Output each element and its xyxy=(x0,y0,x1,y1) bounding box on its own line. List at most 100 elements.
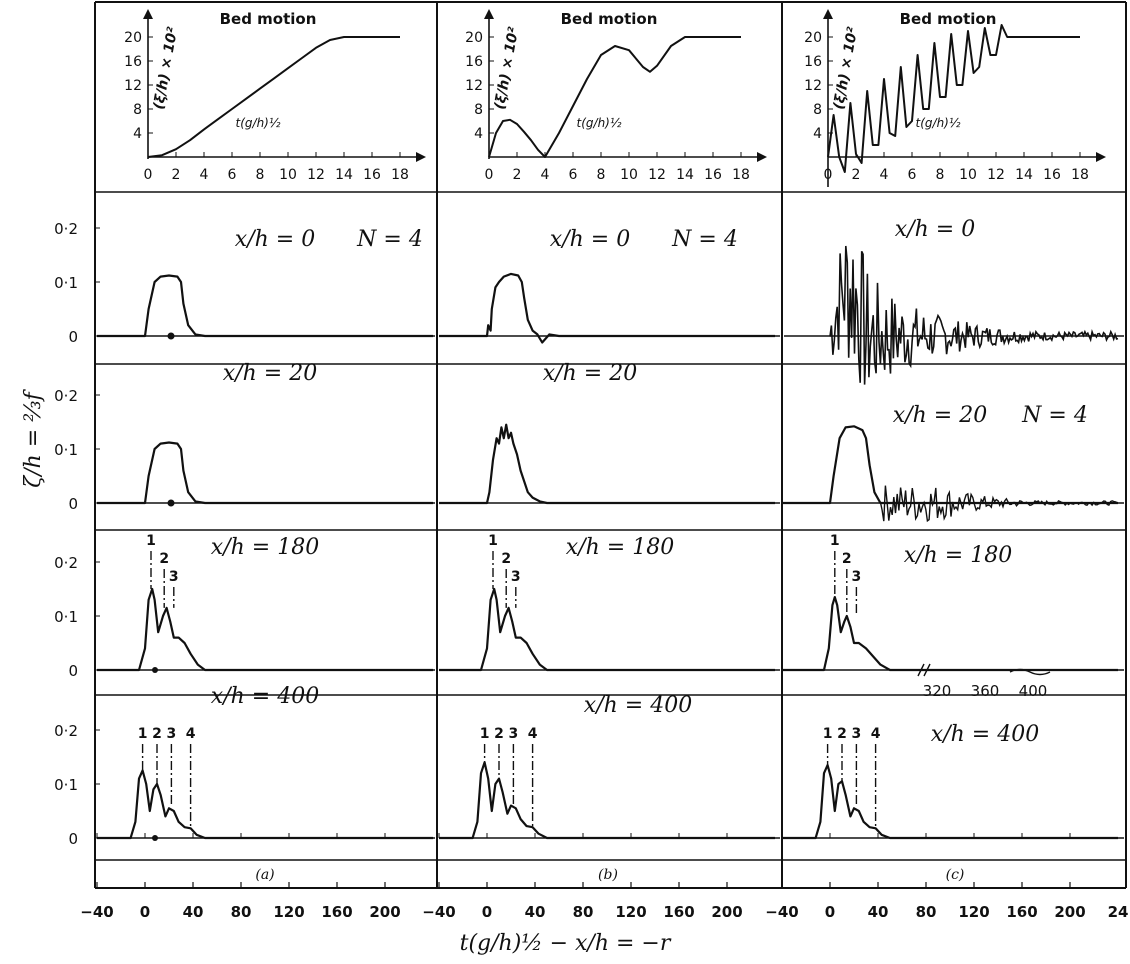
bottom-x-tick-label: 80 xyxy=(231,903,252,921)
wave-curve xyxy=(97,587,433,672)
x-tick-label: 12 xyxy=(648,167,666,183)
bottom-x-tick-label: 200 xyxy=(369,903,400,921)
row-label: x/h = 180 xyxy=(566,535,674,560)
bottom-x-tick-label: −40 xyxy=(422,903,455,921)
bed-motion-curve xyxy=(488,36,741,158)
inset-x-tick-label: 320 xyxy=(923,682,952,700)
y-tick-label: 8 xyxy=(133,102,142,118)
x-tick-label: 16 xyxy=(363,167,381,183)
row-label: x/h = 180 xyxy=(904,543,1012,568)
peak-label: 2 xyxy=(842,551,852,567)
x-tick-label: 10 xyxy=(279,167,297,183)
peak-label: 3 xyxy=(511,569,521,585)
bottom-x-tick-label: 0 xyxy=(140,903,150,921)
wave-curve xyxy=(782,425,1118,505)
panel-letter: (b) xyxy=(598,867,618,883)
panel-letter: (a) xyxy=(255,867,274,883)
x-tick-label: 8 xyxy=(936,167,945,183)
bottom-x-tick-label: 80 xyxy=(573,903,594,921)
bottom-x-tick-label: 120 xyxy=(273,903,304,921)
row-label: x/h = 400 xyxy=(211,684,319,709)
x-tick-label: 2 xyxy=(852,167,861,183)
y-tick-label: 4 xyxy=(474,126,483,142)
row-label: x/h = 20 xyxy=(223,361,317,386)
bed-motion-a: Bed motion 0 2 4 6 8 10 12 14 16 18 4 8 12 16 20 (ξ/h) ×… xyxy=(124,9,426,183)
bed-motion-ylabel: (ξ/h) × 10² xyxy=(831,25,861,111)
bed-motion-xlabel: t(g/h)½ xyxy=(236,116,281,130)
bottom-x-tick-label: 120 xyxy=(958,903,989,921)
y-tick-label: 0 xyxy=(68,328,78,346)
x-tick-label: 10 xyxy=(620,167,638,183)
y-tick-label: 16 xyxy=(124,54,142,70)
y-tick-label: 12 xyxy=(124,78,142,94)
y-tick-label: 20 xyxy=(465,30,483,46)
y-tick-label: 0·2 xyxy=(54,220,78,238)
wave-panels: 0 0·1 0·2 0 0·1 0·2 0 0·1 0·2 0 0·1 0·2 x/h = 0 N = 4… xyxy=(54,217,1128,921)
bed-motion-title: Bed motion xyxy=(900,10,997,28)
x-tick-label: 14 xyxy=(1015,167,1033,183)
bottom-x-tick-label: −40 xyxy=(765,903,798,921)
x-tick-label: 8 xyxy=(597,167,606,183)
wave-curve xyxy=(97,441,433,505)
x-tick-label: 6 xyxy=(908,167,917,183)
wave-curve xyxy=(782,764,1118,840)
x-tick-label: 0 xyxy=(824,167,833,183)
y-tick-label: 0·2 xyxy=(54,554,78,572)
inset-x-tick-label: 400 xyxy=(1019,682,1048,700)
x-tick-label: 4 xyxy=(200,167,209,183)
wave-curve xyxy=(97,274,433,338)
y-tick-label: 0 xyxy=(68,662,78,680)
wave-curve xyxy=(782,596,1118,672)
bed-motion-c: Bed motion 0 2 4 6 8 10 12 14 16 18 4 8 12 16 20 (ξ/h) ×… xyxy=(804,9,1106,187)
peak-label: 2 xyxy=(501,551,511,567)
y-tick-label: 4 xyxy=(813,126,822,142)
y-axis-label: ζ/h = ⅔f xyxy=(21,388,46,487)
peak-label: 1 xyxy=(480,726,490,742)
tail-wiggle xyxy=(1009,668,1051,676)
peak-label: 1 xyxy=(146,533,156,549)
row-label: x/h = 0 xyxy=(895,217,975,242)
peak-label: 3 xyxy=(169,569,179,585)
peak-label: 1 xyxy=(823,726,833,742)
bed-motion-ylabel: (ξ/h) × 10² xyxy=(151,25,181,111)
y-tick-label: 0·1 xyxy=(54,274,78,292)
x-tick-label: 14 xyxy=(335,167,353,183)
bottom-x-tick-label: 200 xyxy=(711,903,742,921)
wave-curve xyxy=(439,761,775,840)
bottom-x-tick-label: 40 xyxy=(525,903,546,921)
y-tick-label: 12 xyxy=(804,78,822,94)
wave-curve xyxy=(439,587,775,672)
x-tick-label: 2 xyxy=(513,167,522,183)
x-axis-arrow xyxy=(1096,152,1106,162)
y-tick-label: 16 xyxy=(465,54,483,70)
y-tick-label: 0·1 xyxy=(54,441,78,459)
row-label: x/h = 20 xyxy=(543,361,637,386)
x-tick-label: 8 xyxy=(256,167,265,183)
axis-labels: ζ/h = ⅔f t(g/h)½ − x/h = −r xyxy=(21,388,672,956)
bottom-x-tick-label: 24 xyxy=(1108,903,1129,921)
bed-motion-title: Bed motion xyxy=(561,10,658,28)
x-tick-label: 6 xyxy=(569,167,578,183)
x-tick-label: 4 xyxy=(541,167,550,183)
wave-curve xyxy=(439,272,775,344)
x-tick-label: 0 xyxy=(144,167,153,183)
peak-label: 2 xyxy=(837,726,847,742)
peak-label: 4 xyxy=(186,726,196,742)
y-tick-label: 20 xyxy=(124,30,142,46)
bottom-x-tick-label: 120 xyxy=(615,903,646,921)
bottom-x-tick-label: 0 xyxy=(825,903,835,921)
x-tick-label: 18 xyxy=(732,167,750,183)
x-tick-label: 18 xyxy=(391,167,409,183)
x-tick-label: 18 xyxy=(1071,167,1089,183)
peak-label: 3 xyxy=(852,569,862,585)
n-label: N = 4 xyxy=(671,227,738,252)
y-tick-label: 0·2 xyxy=(54,387,78,405)
row-label: x/h = 180 xyxy=(211,535,319,560)
bottom-x-tick-label: 200 xyxy=(1054,903,1085,921)
y-tick-label: 12 xyxy=(465,78,483,94)
x-tick-label: 12 xyxy=(307,167,325,183)
x-tick-label: 6 xyxy=(228,167,237,183)
peak-label: 3 xyxy=(509,726,519,742)
